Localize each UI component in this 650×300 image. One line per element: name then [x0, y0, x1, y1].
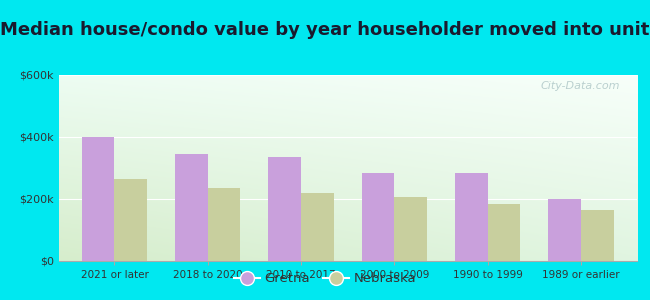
- Text: Median house/condo value by year householder moved into unit: Median house/condo value by year househo…: [0, 21, 650, 39]
- Bar: [549, 199, 581, 261]
- Bar: [208, 188, 240, 261]
- Bar: [268, 157, 301, 261]
- Bar: [175, 154, 208, 261]
- Bar: [362, 173, 395, 261]
- Bar: [488, 204, 521, 261]
- Bar: [455, 173, 488, 261]
- Bar: [82, 137, 114, 261]
- Bar: [581, 210, 614, 261]
- Text: City-Data.com: City-Data.com: [540, 81, 619, 91]
- Bar: [395, 197, 427, 261]
- Legend: Gretna, Nebraska: Gretna, Nebraska: [229, 267, 421, 290]
- Bar: [301, 193, 333, 261]
- Bar: [114, 179, 147, 261]
